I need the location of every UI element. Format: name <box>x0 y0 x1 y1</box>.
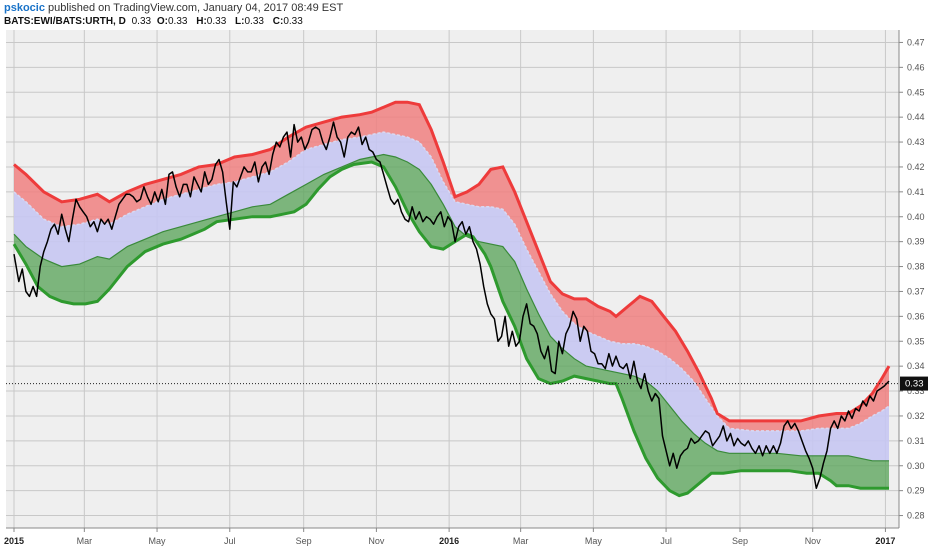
y-tick-label: 0.30 <box>907 461 925 471</box>
middle-line <box>13 131 890 432</box>
lower-band-line <box>12 160 889 498</box>
upper-band-fill <box>14 102 889 431</box>
middle-band-fill <box>14 132 889 461</box>
y-tick-label: 0.46 <box>907 62 925 72</box>
upper-band-line <box>13 100 891 423</box>
y-tick-label: 0.32 <box>907 411 925 421</box>
lower-band-fill <box>14 154 889 496</box>
symbol-legend: BATS:EWI/BATS:URTH, D 0.33 O:0.33 H:0.33… <box>4 16 309 27</box>
ohlc-h: H:0.33 <box>196 16 227 27</box>
y-tick-label: 0.35 <box>907 336 925 346</box>
x-axis[interactable]: 2015 Mar May Jul Sep Nov 2016 Mar May Jul Sep Nov 20… <box>4 528 895 546</box>
last-value: 0.33 <box>131 16 152 27</box>
y-tick-label: 0.43 <box>907 137 925 147</box>
last-price-badge: 0.33 <box>900 376 928 391</box>
published-text: published on TradingView.com, January 04… <box>48 2 344 14</box>
y-tick-label: 0.34 <box>907 361 925 371</box>
badge-bg <box>900 376 928 391</box>
price-line-group <box>13 121 890 489</box>
x-tick-label: Jul <box>660 536 672 546</box>
x-tick-label: Nov <box>368 536 385 546</box>
x-tick-label: Mar <box>513 536 529 546</box>
x-tick-label: Nov <box>805 536 822 546</box>
grid <box>6 30 899 528</box>
ohlc-o: O:0.33 <box>156 16 188 27</box>
author-link[interactable]: pskocic <box>4 2 45 14</box>
y-tick-label: 0.47 <box>907 37 925 47</box>
ohlc-c: C:0.33 <box>272 16 303 27</box>
x-tick-label: May <box>149 536 167 546</box>
y-tick-label: 0.33 <box>907 386 925 396</box>
x-tick-label: Mar <box>77 536 93 546</box>
y-tick-label: 0.40 <box>907 212 925 222</box>
ohlc-l: L:0.33 <box>235 16 264 27</box>
y-axis[interactable]: 0.47 0.46 0.45 0.44 0.43 0.42 0.41 0.40 0.39 0.38… <box>899 37 925 521</box>
y-tick-label: 0.39 <box>907 237 925 247</box>
bands <box>6 100 899 498</box>
y-tick-label: 0.28 <box>907 511 925 521</box>
y-tick-label: 0.41 <box>907 187 925 197</box>
y-tick-label: 0.45 <box>907 87 925 97</box>
symbol-label[interactable]: BATS:EWI/BATS:URTH, D <box>4 16 126 27</box>
y-tick-label: 0.38 <box>907 262 925 272</box>
y-tick-label: 0.29 <box>907 486 925 496</box>
y-tick-label: 0.42 <box>907 162 925 172</box>
price-line <box>13 121 890 489</box>
x-tick-label: Jul <box>224 536 236 546</box>
x-tick-label: 2016 <box>439 536 459 546</box>
y-tick-label: 0.44 <box>907 112 925 122</box>
y-tick-label: 0.37 <box>907 286 925 296</box>
publish-header: pskocic published on TradingView.com, Ja… <box>4 2 343 14</box>
x-tick-label: 2017 <box>875 536 895 546</box>
x-tick-label: Sep <box>732 536 748 546</box>
lower-inner-line <box>13 153 889 462</box>
badge-text: 0.33 <box>905 379 924 390</box>
x-tick-label: Sep <box>296 536 312 546</box>
y-tick-label: 0.36 <box>907 311 925 321</box>
y-tick-label: 0.31 <box>907 436 925 446</box>
x-tick-label: 2015 <box>4 536 24 546</box>
x-tick-label: May <box>585 536 603 546</box>
